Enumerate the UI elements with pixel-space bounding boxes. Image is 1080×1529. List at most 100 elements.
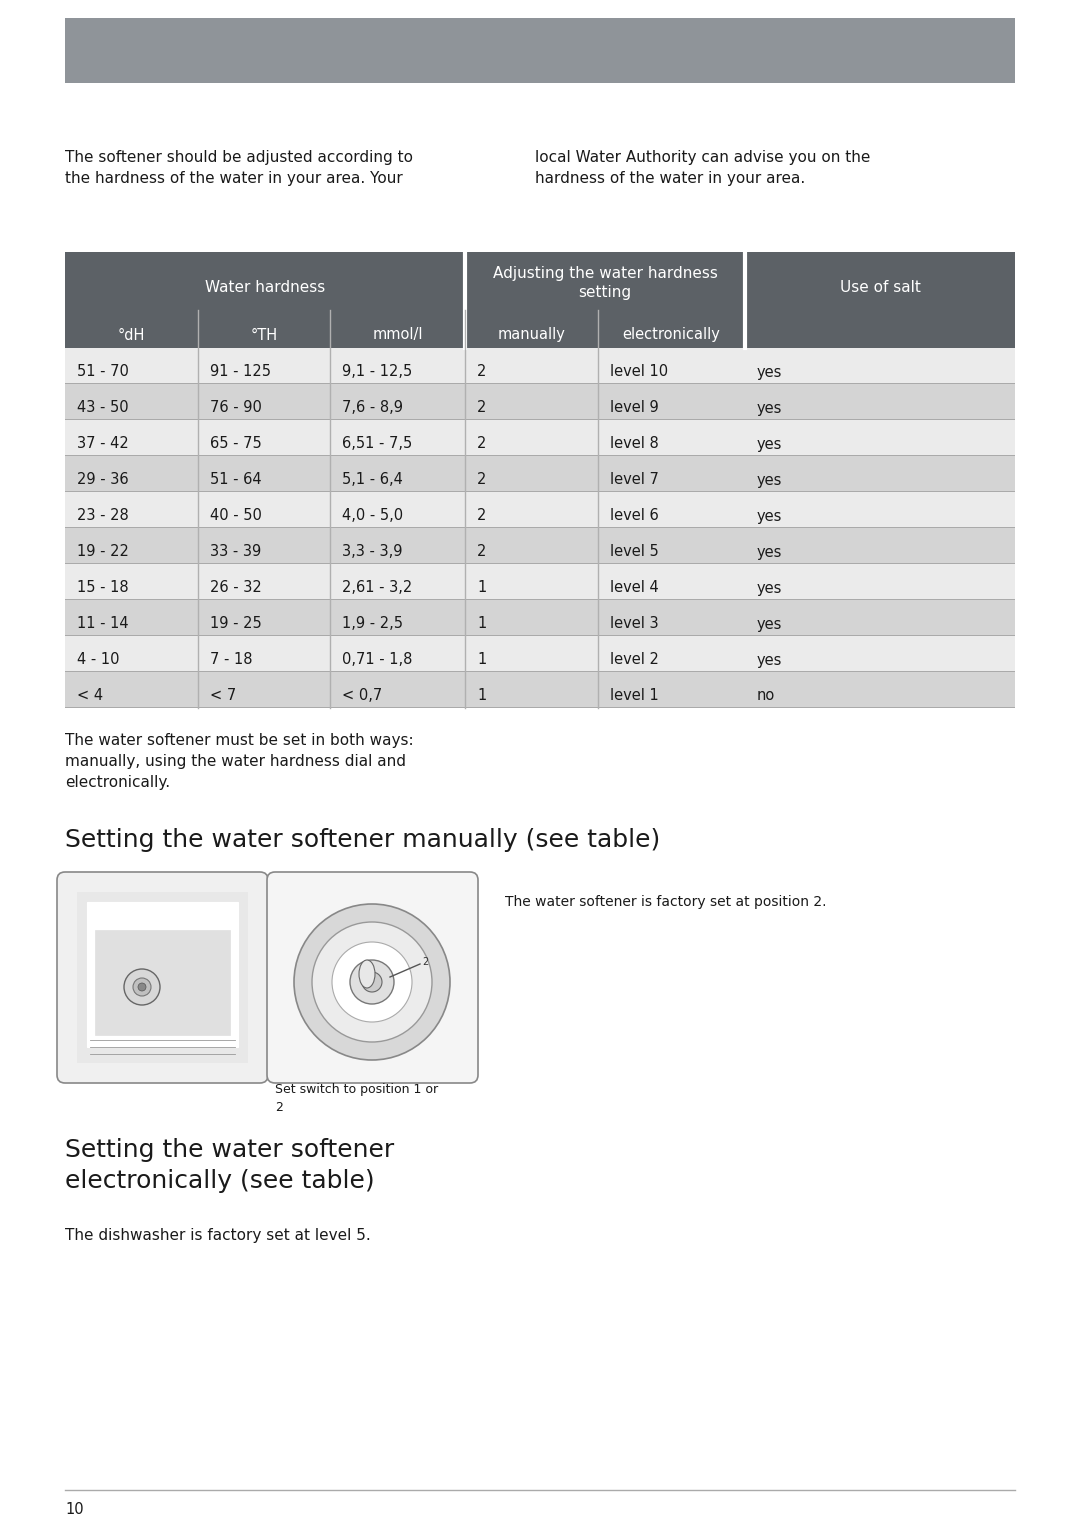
- Bar: [77, 891, 248, 1063]
- Circle shape: [133, 979, 151, 995]
- Text: Water hardness: Water hardness: [205, 280, 325, 295]
- Bar: [65, 456, 1015, 491]
- Text: 26 - 32: 26 - 32: [210, 581, 261, 595]
- Text: 4 - 10: 4 - 10: [77, 653, 120, 668]
- Text: 9,1 - 12,5: 9,1 - 12,5: [342, 364, 413, 379]
- Text: 1: 1: [477, 581, 486, 595]
- Text: yes: yes: [757, 653, 782, 668]
- Text: 51 - 64: 51 - 64: [210, 472, 261, 488]
- Bar: [65, 252, 464, 310]
- Text: level 7: level 7: [610, 472, 659, 488]
- Bar: [87, 902, 238, 1047]
- Bar: [65, 492, 1015, 528]
- Text: 1: 1: [477, 688, 486, 703]
- Text: 23 - 28: 23 - 28: [77, 509, 129, 523]
- Bar: [65, 528, 1015, 563]
- Text: 2: 2: [477, 509, 486, 523]
- Text: 2,61 - 3,2: 2,61 - 3,2: [342, 581, 413, 595]
- Text: no: no: [757, 688, 775, 703]
- Text: local Water Authority can advise you on the
hardness of the water in your area.: local Water Authority can advise you on …: [535, 150, 870, 187]
- Bar: [199, 310, 330, 349]
- Text: 40 - 50: 40 - 50: [210, 509, 261, 523]
- Text: The water softener must be set in both ways:
manually, using the water hardness : The water softener must be set in both w…: [65, 732, 414, 790]
- Text: < 4: < 4: [77, 688, 103, 703]
- Text: 0,71 - 1,8: 0,71 - 1,8: [342, 653, 413, 668]
- Bar: [330, 310, 465, 349]
- Circle shape: [138, 983, 146, 991]
- Bar: [599, 310, 745, 349]
- Text: 2: 2: [477, 364, 486, 379]
- Text: yes: yes: [757, 544, 782, 560]
- Text: yes: yes: [757, 401, 782, 416]
- Text: mmol/l: mmol/l: [373, 327, 422, 342]
- Bar: [65, 384, 1015, 419]
- Text: 51 - 70: 51 - 70: [77, 364, 129, 379]
- Text: yes: yes: [757, 472, 782, 488]
- Text: Setting the water softener
electronically (see table): Setting the water softener electronicall…: [65, 1138, 394, 1193]
- Text: 7 - 18: 7 - 18: [210, 653, 253, 668]
- Text: The water softener is factory set at position 2.: The water softener is factory set at pos…: [505, 894, 826, 910]
- Text: yes: yes: [757, 364, 782, 379]
- Bar: [65, 599, 1015, 635]
- Text: The dishwasher is factory set at level 5.: The dishwasher is factory set at level 5…: [65, 1228, 370, 1243]
- Text: 5,1 - 6,4: 5,1 - 6,4: [342, 472, 403, 488]
- Text: 15 - 18: 15 - 18: [77, 581, 129, 595]
- Text: yes: yes: [757, 616, 782, 631]
- Text: Set switch to position 1 or
2: Set switch to position 1 or 2: [275, 1083, 438, 1115]
- Text: 19 - 22: 19 - 22: [77, 544, 129, 560]
- Text: level 8: level 8: [610, 436, 659, 451]
- Text: 2: 2: [477, 436, 486, 451]
- Text: 7,6 - 8,9: 7,6 - 8,9: [342, 401, 403, 416]
- Text: level 10: level 10: [610, 364, 669, 379]
- Bar: [65, 310, 198, 349]
- Text: 2: 2: [422, 957, 429, 966]
- Text: level 1: level 1: [610, 688, 659, 703]
- Text: 10: 10: [65, 1501, 83, 1517]
- Text: 2: 2: [477, 544, 486, 560]
- Text: level 4: level 4: [610, 581, 659, 595]
- Circle shape: [332, 942, 411, 1021]
- Bar: [65, 349, 1015, 382]
- Text: Use of salt: Use of salt: [839, 280, 920, 295]
- Text: level 9: level 9: [610, 401, 659, 416]
- Bar: [746, 252, 1015, 310]
- Bar: [65, 252, 1015, 708]
- Bar: [465, 310, 598, 349]
- Text: Setting the water softener manually (see table): Setting the water softener manually (see…: [65, 829, 660, 852]
- Text: < 0,7: < 0,7: [342, 688, 382, 703]
- Bar: [65, 420, 1015, 456]
- Text: 43 - 50: 43 - 50: [77, 401, 129, 416]
- Text: 2: 2: [477, 401, 486, 416]
- Text: 1: 1: [477, 616, 486, 631]
- Bar: [65, 18, 1015, 83]
- Text: 76 - 90: 76 - 90: [210, 401, 261, 416]
- Text: 65 - 75: 65 - 75: [210, 436, 261, 451]
- Bar: [65, 564, 1015, 599]
- Text: 2: 2: [477, 472, 486, 488]
- Circle shape: [350, 960, 394, 1005]
- Text: level 6: level 6: [610, 509, 659, 523]
- Text: 19 - 25: 19 - 25: [210, 616, 261, 631]
- Text: 37 - 42: 37 - 42: [77, 436, 129, 451]
- Circle shape: [312, 922, 432, 1041]
- Text: 1: 1: [477, 653, 486, 668]
- Text: level 2: level 2: [610, 653, 659, 668]
- Bar: [65, 636, 1015, 671]
- Text: electronically: electronically: [622, 327, 720, 342]
- FancyBboxPatch shape: [267, 872, 478, 1083]
- FancyBboxPatch shape: [57, 872, 268, 1083]
- Text: The softener should be adjusted according to
the hardness of the water in your a: The softener should be adjusted accordin…: [65, 150, 413, 187]
- Circle shape: [294, 904, 450, 1060]
- Ellipse shape: [359, 960, 375, 988]
- Circle shape: [362, 972, 382, 992]
- Text: yes: yes: [757, 581, 782, 595]
- Text: °dH: °dH: [118, 327, 145, 342]
- Bar: [95, 930, 230, 1035]
- Text: 29 - 36: 29 - 36: [77, 472, 129, 488]
- Bar: [465, 252, 744, 310]
- Text: < 7: < 7: [210, 688, 237, 703]
- Bar: [65, 673, 1015, 706]
- Text: yes: yes: [757, 509, 782, 523]
- Text: 3,3 - 3,9: 3,3 - 3,9: [342, 544, 403, 560]
- Text: level 3: level 3: [610, 616, 659, 631]
